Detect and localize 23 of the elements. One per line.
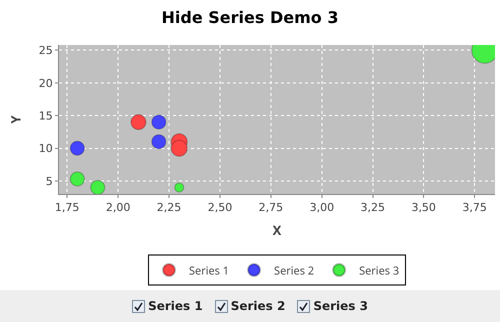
x-tick-label: 2,00 <box>106 201 130 214</box>
y-tick-label: 10 <box>38 142 53 156</box>
text: Series 1 <box>148 299 203 313</box>
x-tick-label: 2,25 <box>156 201 182 214</box>
x-axis-title: X <box>272 220 282 239</box>
y-tick-label: 25 <box>38 44 53 58</box>
x-tick-label: 3,75 <box>462 201 487 214</box>
legend-label: Series 3 <box>359 263 400 278</box>
x-tick-label: 2,50 <box>208 201 232 214</box>
x-tick-label: 1,75 <box>54 201 80 214</box>
text: Series 2 <box>230 299 286 313</box>
x-tick-label: 3,50 <box>411 201 436 214</box>
y-axis-title: Y <box>6 114 25 124</box>
x-tick-label: 3,00 <box>310 201 334 214</box>
x-tick-label: 2,75 <box>258 201 284 214</box>
y-tick-label: 5 <box>46 174 53 188</box>
chart-title: Hide Series Demo 3 <box>162 8 338 27</box>
legend-label: Series 1 <box>189 263 230 278</box>
y-tick-label: 15 <box>38 109 53 122</box>
text: Series 3 <box>313 299 368 313</box>
y-tick-label: 20 <box>38 76 53 90</box>
x-tick-label: 3,25 <box>360 201 386 214</box>
legend-label: Series 2 <box>274 263 314 278</box>
